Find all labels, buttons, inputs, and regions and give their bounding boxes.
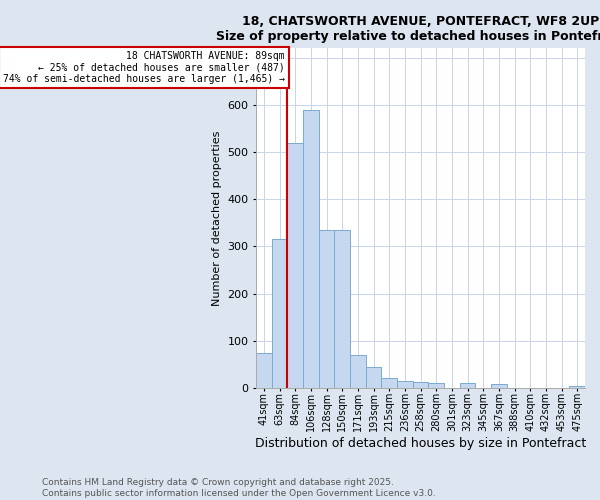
Title: 18, CHATSWORTH AVENUE, PONTEFRACT, WF8 2UP
Size of property relative to detached: 18, CHATSWORTH AVENUE, PONTEFRACT, WF8 2… xyxy=(216,15,600,43)
Bar xyxy=(303,110,319,388)
Bar xyxy=(334,230,350,388)
Y-axis label: Number of detached properties: Number of detached properties xyxy=(212,130,222,306)
Bar xyxy=(319,230,334,388)
Bar xyxy=(460,383,475,388)
Bar xyxy=(413,382,428,388)
Bar xyxy=(272,240,287,388)
Bar xyxy=(382,378,397,388)
Bar xyxy=(397,381,413,388)
Bar xyxy=(365,366,382,388)
Bar xyxy=(256,352,272,388)
X-axis label: Distribution of detached houses by size in Pontefract: Distribution of detached houses by size … xyxy=(255,437,586,450)
Bar xyxy=(428,383,444,388)
Text: 18 CHATSWORTH AVENUE: 89sqm
← 25% of detached houses are smaller (487)
74% of se: 18 CHATSWORTH AVENUE: 89sqm ← 25% of det… xyxy=(3,50,285,84)
Bar xyxy=(287,142,303,388)
Bar xyxy=(491,384,506,388)
Bar xyxy=(350,355,365,388)
Text: Contains HM Land Registry data © Crown copyright and database right 2025.
Contai: Contains HM Land Registry data © Crown c… xyxy=(42,478,436,498)
Bar xyxy=(569,386,585,388)
